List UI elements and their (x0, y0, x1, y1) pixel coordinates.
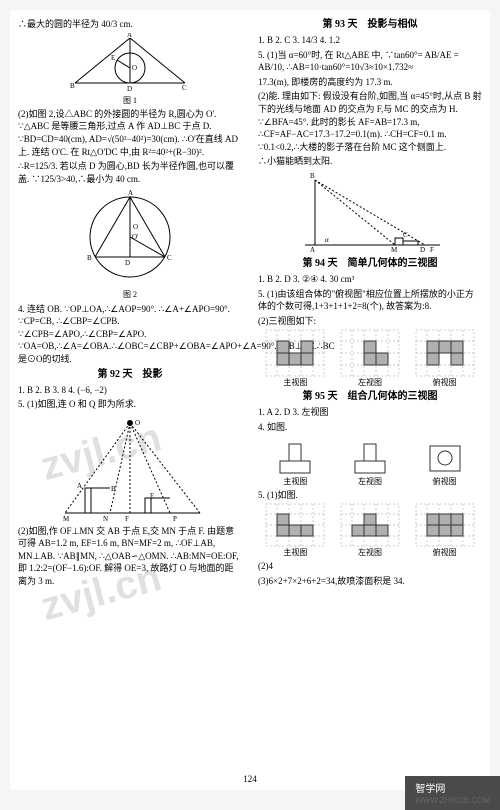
svg-text:D: D (420, 246, 425, 254)
figure-2: A O' O B C D (70, 187, 190, 287)
view-label: 左视图 (333, 476, 408, 487)
views-94: 主视图 左视图 (258, 329, 482, 388)
text-para: (2)4 (258, 560, 482, 573)
text-para: ∴R=125/3. 若以点 D 为圆心,BD 长为半径作圆,也可以覆盖. ∵12… (18, 160, 242, 185)
svg-text:P: P (173, 515, 177, 523)
view-label: 左视图 (333, 377, 408, 388)
svg-text:O: O (135, 419, 140, 427)
svg-text:C: C (182, 84, 187, 92)
svg-text:D: D (125, 259, 130, 267)
svg-text:M: M (63, 515, 70, 523)
svg-text:N: N (103, 515, 108, 523)
text-para: 5. (1)当 α=60°时, 在 Rt△ABE 中, ∵tan60°= AB/… (258, 49, 482, 74)
view-label: 主视图 (258, 476, 333, 487)
text-para: ∴小猫能晒到太阳. (258, 155, 482, 168)
fig2-label: 图 2 (18, 289, 242, 300)
view-label: 俯视图 (407, 547, 482, 558)
left-view-95b (340, 503, 400, 547)
main-view-95b (265, 503, 325, 547)
answers: 1. B 2. C 3. 14/3 4. 1.2 (258, 34, 482, 47)
view-label: 俯视图 (407, 377, 482, 388)
text-para: 17.3(m), 即楼房的高度约为 17.3 m. (258, 76, 482, 89)
answers: 1. A 2. D 3. 左视图 (258, 406, 482, 419)
svg-text:F: F (430, 246, 434, 254)
left-view-94 (340, 329, 400, 377)
text-para: 5. (1)如图. (258, 489, 482, 502)
top-view-95b (415, 503, 475, 547)
text-para: 5. (1)由该组合体的"俯视图"相应位置上所摆放的小正方体的个数可得,1+3+… (258, 288, 482, 313)
svg-text:C: C (403, 231, 408, 239)
svg-text:B: B (87, 254, 92, 262)
svg-text:O: O (132, 64, 137, 72)
svg-text:E: E (111, 54, 115, 62)
text-para: (2)如图,作 OF⊥MN 交 AB 于点 E,交 MN 于点 F. 由题意可得… (18, 525, 242, 588)
text-para: (2)如图 2,设△ABC 的外接圆的半径为 R,圆心为 O'. ∵△ABC 是… (18, 108, 242, 158)
views-95a: 主视图 左视图 俯视图 (258, 436, 482, 487)
day-95-title: 第 95 天 组合几何体的三视图 (258, 390, 482, 404)
svg-text:A: A (127, 33, 132, 39)
figure-shadow: B A M C D F α (295, 170, 445, 255)
svg-text:F: F (125, 515, 129, 523)
fig1-label: 图 1 (18, 95, 242, 106)
view-label: 主视图 (258, 377, 333, 388)
badge-url: WWW.ZHIXUE.COM (415, 796, 490, 805)
answers: 1. B 2. B 3. 8 4. (−6, −2) (18, 384, 242, 397)
left-column: ∴最大的圆的半径为 40/3 cm. A B C O D E 图 1 (2)如图… (10, 10, 250, 790)
view-label: 左视图 (333, 547, 408, 558)
views-95b: 主视图 左视图 (258, 503, 482, 558)
text-para: (2)三视图如下: (258, 315, 482, 328)
text-line: ∴最大的圆的半径为 40/3 cm. (18, 18, 242, 31)
figure-1: A B C O D E (70, 33, 190, 93)
answers: 1. B 2. D 3. ②④ 4. 30 cm³ (258, 273, 482, 286)
text-para: 5. (1)如图,连 O 和 Q 即为所求. (18, 398, 242, 411)
svg-text:C: C (167, 254, 172, 262)
source-badge: 智学网 WWW.ZHIXUE.COM (405, 776, 500, 810)
day-92-title: 第 92 天 投影 (18, 368, 242, 382)
svg-text:A: A (310, 246, 315, 254)
view-label: 主视图 (258, 547, 333, 558)
svg-text:A: A (77, 482, 82, 490)
text-para: (3)6×2+7×2+6+2=34,故喷漆面积是 34. (258, 575, 482, 588)
svg-text:B: B (111, 485, 116, 493)
view-label: 俯视图 (407, 476, 482, 487)
svg-text:M: M (391, 246, 398, 254)
svg-text:B: B (70, 82, 75, 90)
svg-text:A: A (128, 189, 133, 197)
text-para: (2)能. 理由如下: 假设没有台阶,如图,当 α=45°时,从点 B 射下的光… (258, 90, 482, 153)
page: ∴最大的圆的半径为 40/3 cm. A B C O D E 图 1 (2)如图… (10, 10, 490, 790)
main-view-94 (265, 329, 325, 377)
badge-title: 智学网 (415, 784, 445, 795)
figure-projection: O A B E F P M N (55, 413, 205, 523)
svg-text:D: D (127, 85, 132, 93)
day-94-title: 第 94 天 简单几何体的三视图 (258, 257, 482, 271)
text-para: 4. 如图. (258, 421, 482, 434)
svg-text:B: B (310, 172, 315, 180)
main-view-95a (270, 436, 320, 476)
svg-text:E: E (150, 492, 154, 500)
right-column: 第 93 天 投影与相似 1. B 2. C 3. 14/3 4. 1.2 5.… (250, 10, 490, 790)
top-view-95a (420, 436, 470, 476)
svg-text:O: O (133, 223, 138, 231)
day-93-title: 第 93 天 投影与相似 (258, 18, 482, 32)
left-view-95a (345, 436, 395, 476)
svg-text:α: α (325, 236, 329, 244)
top-view-94 (415, 329, 475, 377)
svg-text:O': O' (132, 233, 138, 241)
text-para: 4. 连结 OB. ∵OP⊥OA,∴∠AOP=90°. ∴∠A+∠APO=90°… (18, 303, 242, 366)
